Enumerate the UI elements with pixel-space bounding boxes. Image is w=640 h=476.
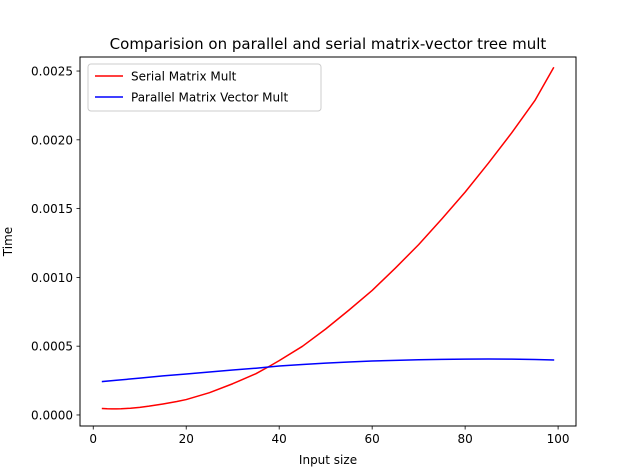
y-tick-label: 0.0000	[31, 408, 73, 422]
x-tick-label: 60	[365, 432, 380, 446]
y-tick-label: 0.0020	[31, 133, 73, 147]
x-axis-label: Input size	[299, 453, 357, 467]
x-tick-label: 80	[457, 432, 472, 446]
x-tick-label: 20	[179, 432, 194, 446]
series-line-serial	[101, 66, 555, 410]
y-axis: 0.0000 0.0005 0.0010 0.0015 0.0020 0.0025	[31, 65, 80, 422]
legend-label-serial: Serial Matrix Mult	[131, 70, 237, 84]
plot-area	[79, 56, 577, 427]
legend: Serial Matrix Mult Parallel Matrix Vecto…	[87, 63, 322, 112]
y-tick-label: 0.0015	[31, 202, 73, 216]
plot-frame	[79, 56, 577, 427]
y-tick-label: 0.0010	[31, 271, 73, 285]
legend-label-parallel: Parallel Matrix Vector Mult	[131, 91, 288, 105]
x-tick-label: 40	[272, 432, 287, 446]
x-axis: 0 20 40 60 80 100	[89, 426, 570, 446]
series-layer	[101, 66, 555, 410]
y-tick-label: 0.0025	[31, 65, 73, 79]
y-axis-label: Time	[1, 227, 15, 257]
chart-title: Comparision on parallel and serial matri…	[110, 35, 547, 53]
y-tick-label: 0.0005	[31, 340, 73, 354]
x-tick-label: 100	[547, 432, 570, 446]
legend-box	[87, 63, 322, 112]
x-tick-label: 0	[89, 432, 97, 446]
series-line-parallel	[101, 358, 555, 383]
